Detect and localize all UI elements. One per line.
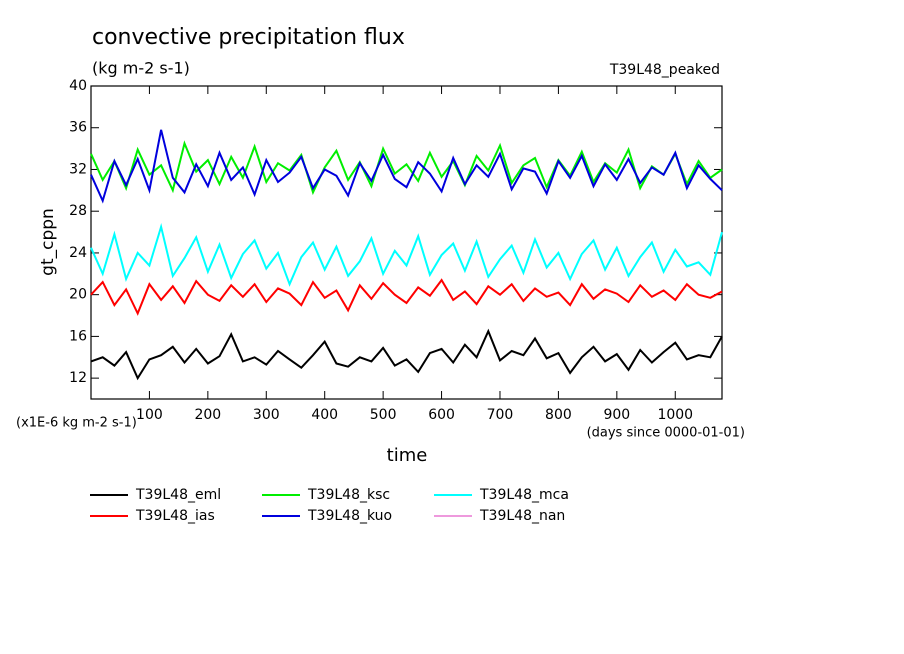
x-tick-label: 100 [136,407,163,423]
y-tick-label: 20 [69,287,87,303]
legend-label: T39L48_ias [135,508,215,524]
y-tick-label: 12 [69,370,87,386]
legend-label: T39L48_mca [479,487,569,503]
x-tick-label: 1000 [657,407,693,423]
chart-subtitle: (kg m-2 s-1) [92,59,190,78]
legend-label: T39L48_eml [135,487,221,503]
y-tick-label: 24 [69,245,87,261]
x-tick-label: 400 [311,407,338,423]
legend-label: T39L48_kuo [307,508,392,524]
x-tick-label: 300 [253,407,280,423]
run-label: T39L48_peaked [609,62,720,78]
series-line [90,278,723,316]
x-axis-label: time [387,445,428,466]
x-tick-label: 900 [603,407,630,423]
series-line [90,222,723,287]
y-tick-label: 40 [69,78,87,94]
x-unit-label: (days since 0000-01-01) [587,426,745,441]
legend-label: T39L48_nan [479,508,565,524]
x-tick-label: 500 [370,407,397,423]
legend-label: T39L48_ksc [307,487,390,503]
x-tick-label: 200 [194,407,221,423]
plot-frame [90,85,723,400]
y-tick-label: 16 [69,328,87,344]
x-tick-label: 700 [487,407,514,423]
x-tick-label: 600 [428,407,455,423]
series-line [90,328,723,381]
series-line [90,140,723,196]
series-line [90,129,723,204]
x-tick-label: 800 [545,407,572,423]
y-tick-label: 36 [69,120,87,136]
y-unit-label: (x1E-6 kg m-2 s-1) [16,416,137,431]
chart-title: convective precipitation flux [92,25,405,50]
y-axis-label: gt_cppn [38,208,58,276]
y-tick-label: 28 [69,203,87,219]
y-tick-label: 32 [69,161,87,177]
